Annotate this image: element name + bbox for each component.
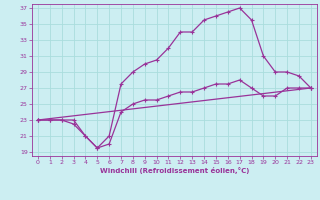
X-axis label: Windchill (Refroidissement éolien,°C): Windchill (Refroidissement éolien,°C) (100, 167, 249, 174)
